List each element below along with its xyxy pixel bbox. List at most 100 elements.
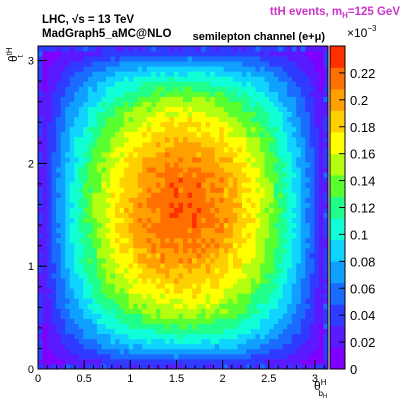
heatmap-cell xyxy=(119,71,125,77)
heatmap-cell xyxy=(160,121,166,128)
heatmap-cell xyxy=(196,151,202,158)
heatmap-cell xyxy=(51,177,57,183)
heatmap-cell xyxy=(60,157,66,163)
heatmap-cell xyxy=(47,298,52,304)
heatmap-cell xyxy=(178,187,184,193)
heatmap-cell xyxy=(205,182,211,188)
heatmap-cell xyxy=(60,257,66,264)
heatmap-cell xyxy=(169,353,175,360)
heatmap-cell xyxy=(60,187,66,193)
heatmap-cell xyxy=(142,268,148,274)
heatmap-cell xyxy=(164,247,170,254)
heatmap-cell xyxy=(65,293,71,299)
heatmap-cell xyxy=(92,232,98,239)
heatmap-cell xyxy=(65,197,71,203)
heatmap-cell xyxy=(173,91,179,97)
heatmap-cell xyxy=(169,151,175,158)
heatmap-cell xyxy=(105,106,111,113)
heatmap-cell xyxy=(273,222,279,229)
heatmap-cell xyxy=(201,363,207,370)
heatmap-cell xyxy=(318,101,324,107)
heatmap-cell xyxy=(78,212,84,218)
heatmap-cell xyxy=(96,106,102,113)
heatmap-cell xyxy=(142,106,148,113)
heatmap-cell xyxy=(173,121,179,128)
heatmap-cell xyxy=(241,131,247,138)
heatmap-cell xyxy=(115,197,120,203)
heatmap-cell xyxy=(56,283,62,289)
heatmap-cell xyxy=(146,242,152,249)
heatmap-cell xyxy=(241,51,247,57)
heatmap-cell xyxy=(87,343,93,350)
heatmap-cell xyxy=(124,268,130,274)
generator-label: MadGraph5_aMC@NLO xyxy=(42,28,171,40)
heatmap-cell xyxy=(237,131,243,138)
heatmap-cell xyxy=(119,76,125,82)
heatmap-cell xyxy=(155,76,161,82)
heatmap-cell xyxy=(223,237,229,244)
heatmap-cell xyxy=(164,227,170,234)
heatmap-cell xyxy=(78,66,84,72)
heatmap-cell xyxy=(56,101,62,107)
heatmap-cell xyxy=(74,167,80,173)
heatmap-cell xyxy=(269,141,275,148)
heatmap-cell xyxy=(205,237,211,244)
heatmap-cell xyxy=(124,318,130,324)
heatmap-cell xyxy=(119,242,125,249)
heatmap-cell xyxy=(228,207,234,213)
heatmap-cell xyxy=(69,182,75,188)
heatmap-cell xyxy=(296,227,302,234)
heatmap-cell xyxy=(74,121,80,128)
heatmap-cell xyxy=(164,263,170,269)
heatmap-cell xyxy=(155,177,161,183)
heatmap-cell xyxy=(128,278,134,284)
heatmap-cell xyxy=(146,207,152,213)
heatmap-cell xyxy=(110,338,116,345)
heatmap-cell xyxy=(264,76,270,82)
heatmap-cell xyxy=(69,247,75,254)
heatmap-cell xyxy=(178,126,184,133)
heatmap-cell xyxy=(318,318,324,324)
heatmap-cell xyxy=(228,313,234,319)
heatmap-cell xyxy=(142,131,148,138)
heatmap-cell xyxy=(56,76,62,82)
heatmap-cell xyxy=(278,86,284,92)
heatmap-cell xyxy=(160,106,166,113)
heatmap-cell xyxy=(246,257,252,264)
heatmap-cell xyxy=(169,323,175,330)
heatmap-cell xyxy=(124,338,130,345)
heatmap-cell xyxy=(300,283,306,289)
heatmap-cell xyxy=(173,293,179,299)
heatmap-cell xyxy=(124,232,130,239)
heatmap-cell xyxy=(38,116,43,123)
heatmap-cell xyxy=(38,131,43,138)
heatmap-cell xyxy=(214,207,220,213)
heatmap-cell xyxy=(51,323,57,330)
heatmap-cell xyxy=(269,328,275,335)
heatmap-cell xyxy=(314,111,320,118)
heatmap-cell xyxy=(146,131,152,138)
heatmap-cell xyxy=(278,101,284,107)
heatmap-cell xyxy=(124,187,130,193)
heatmap-cell xyxy=(133,81,139,87)
heatmap-cell xyxy=(105,192,111,198)
heatmap-cell xyxy=(246,61,252,67)
heatmap-cell xyxy=(178,131,184,138)
heatmap-cell xyxy=(205,46,211,52)
x-axis-title: θH bH xyxy=(314,378,327,400)
heatmap-cell xyxy=(38,363,43,370)
heatmap-cell xyxy=(210,348,216,355)
heatmap-cell xyxy=(128,81,134,87)
heatmap-cell xyxy=(296,101,302,107)
heatmap-cell xyxy=(214,136,220,143)
heatmap-cell xyxy=(282,268,288,274)
heatmap-cell xyxy=(305,212,311,218)
heatmap-cell xyxy=(137,66,143,72)
heatmap-cell xyxy=(160,202,166,208)
heatmap-cell xyxy=(124,257,130,264)
heatmap-cell xyxy=(69,116,75,123)
heatmap-cell xyxy=(151,222,157,229)
heatmap-cell xyxy=(219,81,225,87)
heatmap-cell xyxy=(196,298,202,304)
heatmap-cell xyxy=(146,323,152,330)
